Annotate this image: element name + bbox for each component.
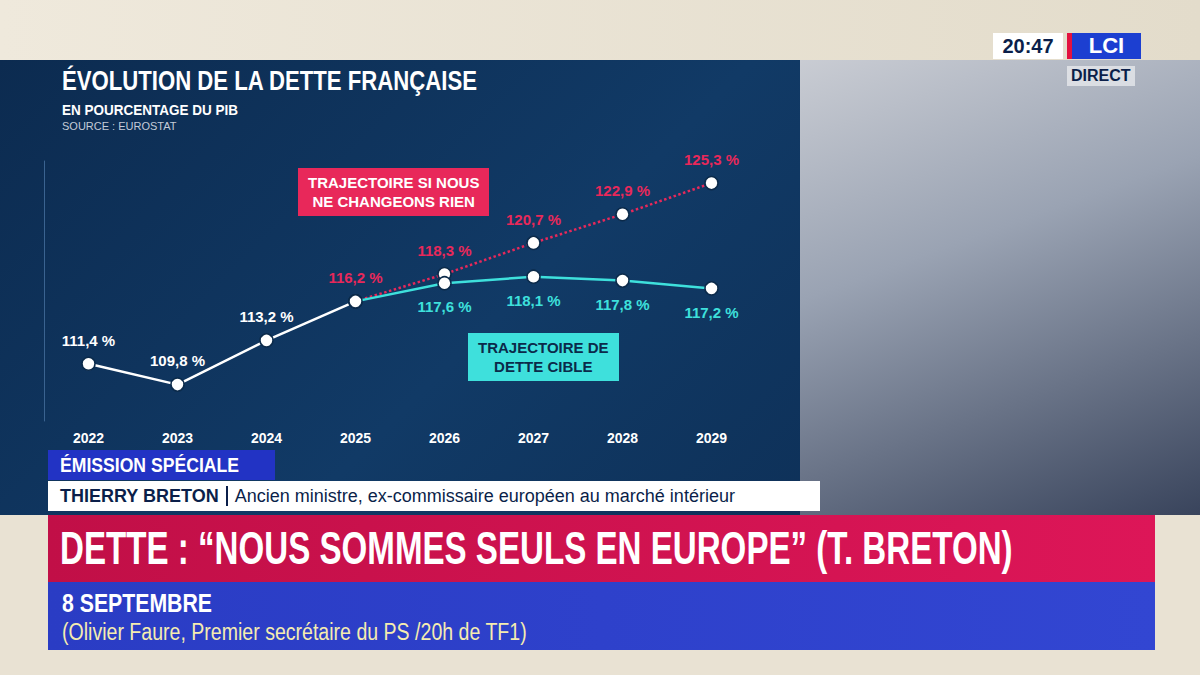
svg-text:117,2 %: 117,2 % (684, 304, 738, 321)
html-text:DETTE : “NOUS SOMMES SEULS EN: DETTE : “NOUS SOMMES SEULS EN EUROPE” (T… (60, 522, 1013, 574)
svg-text:116,2 %: 116,2 % (328, 269, 382, 286)
svg-text:120,7 %: 120,7 % (506, 211, 561, 228)
html-text:TRAJECTOIRE DE: TRAJECTOIRE DE (478, 339, 609, 356)
html-text:20:47: 20:47 (1002, 35, 1054, 57)
svg-text:2025: 2025 (340, 430, 371, 446)
svg-text:2028: 2028 (607, 430, 638, 446)
svg-text:2029: 2029 (696, 430, 727, 446)
svg-text:111,4 %: 111,4 % (62, 332, 115, 349)
html-text:LCI: LCI (1088, 33, 1125, 58)
html-text:SOURCE : EUROSTAT: SOURCE : EUROSTAT (62, 120, 177, 132)
svg-text:113,2 %: 113,2 % (239, 308, 293, 325)
html-text:Ancien ministre, ex-commissair: Ancien ministre, ex-commissaire européen… (234, 486, 735, 506)
html-text:EN POURCENTAGE DU PIB: EN POURCENTAGE DU PIB (62, 101, 238, 118)
html-text:(Olivier Faure, Premier secrét: (Olivier Faure, Premier secrétaire du PS… (62, 619, 527, 645)
html-text:DETTE CIBLE: DETTE CIBLE (494, 358, 593, 375)
html-text:ÉMISSION SPÉCIALE: ÉMISSION SPÉCIALE (60, 454, 239, 476)
svg-text:2027: 2027 (518, 430, 549, 446)
svg-text:118,3 %: 118,3 % (417, 242, 471, 259)
svg-text:122,9 %: 122,9 % (595, 182, 650, 199)
svg-text:2023: 2023 (162, 430, 193, 446)
html-text:8 SEPTEMBRE: 8 SEPTEMBRE (62, 589, 212, 617)
svg-text:125,3 %: 125,3 % (684, 151, 739, 168)
svg-text:117,6 %: 117,6 % (417, 298, 471, 315)
html-text:TRAJECTOIRE SI NOUS: TRAJECTOIRE SI NOUS (308, 174, 480, 191)
svg-text:109,8 %: 109,8 % (150, 352, 205, 369)
html-text:NE CHANGEONS RIEN: NE CHANGEONS RIEN (312, 193, 475, 210)
html-text:ÉVOLUTION DE LA DETTE FRANÇAIS: ÉVOLUTION DE LA DETTE FRANÇAISE (62, 66, 477, 96)
svg-text:2022: 2022 (73, 430, 104, 446)
svg-text:2026: 2026 (429, 430, 460, 446)
svg-text:118,1 %: 118,1 % (506, 292, 560, 309)
svg-text:117,8 %: 117,8 % (595, 296, 649, 313)
html-text:DIRECT: DIRECT (1071, 67, 1131, 84)
html-text:THIERRY BRETON: THIERRY BRETON (60, 486, 219, 506)
svg-text:2024: 2024 (251, 430, 282, 446)
